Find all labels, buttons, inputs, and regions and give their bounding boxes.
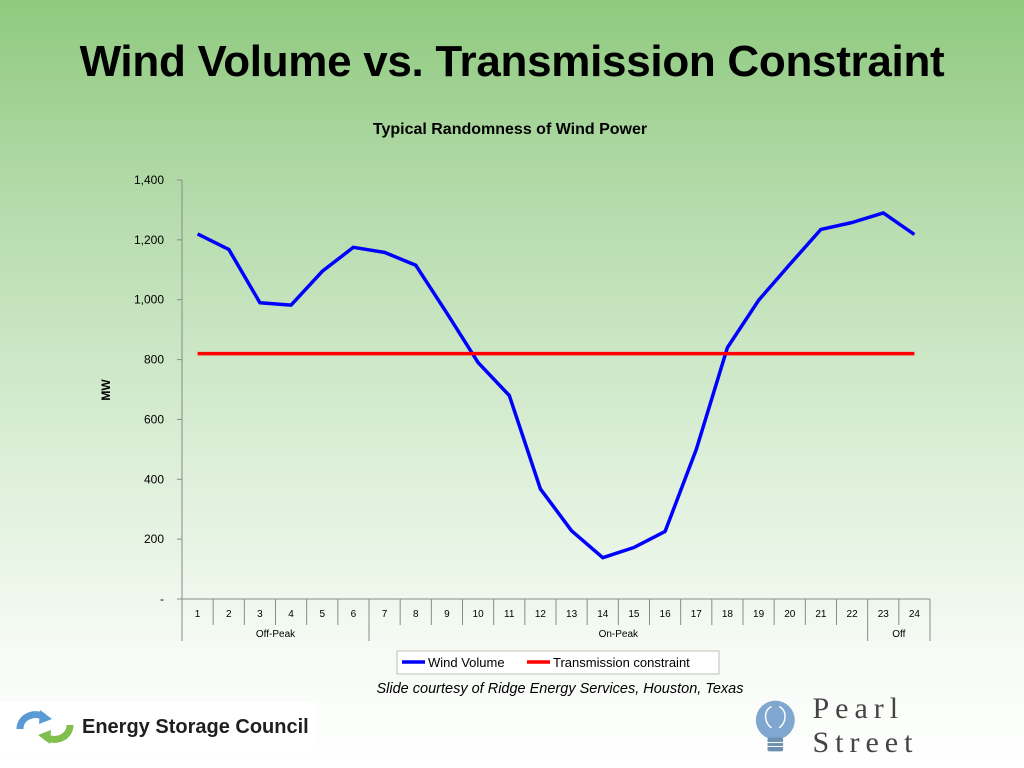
recycle-arrows-icon: [16, 710, 74, 744]
x-tick-label: 12: [535, 609, 547, 620]
x-tick-label: 13: [566, 609, 578, 620]
slide-title: Wind Volume vs. Transmission Constraint: [79, 37, 945, 86]
x-tick-label: 24: [909, 609, 921, 620]
energy-storage-council-name: Energy Storage Council: [82, 715, 309, 738]
x-tick-label: 10: [473, 609, 485, 620]
x-tick-label: 8: [413, 609, 419, 620]
x-tick-label: 16: [660, 609, 672, 620]
legend-box: [396, 650, 720, 675]
x-tick-label: 17: [691, 609, 703, 620]
pearl-street-name: Pearl Street: [812, 692, 919, 759]
y-tick-label: 600: [144, 412, 164, 426]
x-tick-label: 7: [382, 609, 388, 620]
x-tick-label: 14: [597, 609, 609, 620]
wind-volume-line: [196, 211, 916, 560]
legend-label: Transmission constraint: [553, 655, 690, 670]
y-tick-label: 1,400: [134, 173, 164, 187]
y-tick-label: -: [160, 592, 164, 606]
chart-title: Typical Randomness of Wind Power: [373, 121, 647, 138]
category-group-label: Off: [892, 629, 905, 640]
x-tick-label: 9: [444, 609, 450, 620]
x-tick-label: 23: [878, 609, 890, 620]
x-tick-label: 20: [784, 609, 796, 620]
x-tick-label: 4: [288, 609, 294, 620]
y-axis-label: MW: [99, 379, 113, 401]
x-tick-label: 5: [319, 609, 325, 620]
legend-label: Wind Volume: [428, 655, 505, 670]
x-tick-label: 22: [847, 609, 859, 620]
x-tick-label: 18: [722, 609, 734, 620]
x-tick-label: 3: [257, 609, 263, 620]
x-tick-label: 11: [504, 609, 515, 620]
x-tick-label: 1: [195, 609, 201, 620]
x-tick-label: 19: [753, 609, 765, 620]
slide-caption: Slide courtesy of Ridge Energy Services,…: [376, 681, 744, 697]
energy-storage-council-logo: Energy Storage Council: [0, 702, 316, 752]
y-tick-label: 400: [144, 472, 164, 486]
x-tick-label: 21: [815, 609, 827, 620]
y-tick-label: 1,200: [134, 233, 164, 247]
category-group-label: Off-Peak: [256, 629, 296, 640]
line-chart: Typical Randomness of Wind Power - 200 400 6…: [99, 121, 931, 675]
y-tick-label: 1,000: [134, 293, 164, 307]
lightbulb-icon: [755, 700, 795, 752]
x-tick-label: 15: [628, 609, 640, 620]
y-tick-label: 800: [144, 353, 164, 367]
category-group-label: On-Peak: [599, 629, 639, 640]
y-tick-label: 200: [144, 532, 164, 546]
x-tick-label: 2: [226, 609, 232, 620]
x-tick-label: 6: [351, 609, 357, 620]
pearl-street-logo: Pearl Street: [750, 692, 1018, 759]
